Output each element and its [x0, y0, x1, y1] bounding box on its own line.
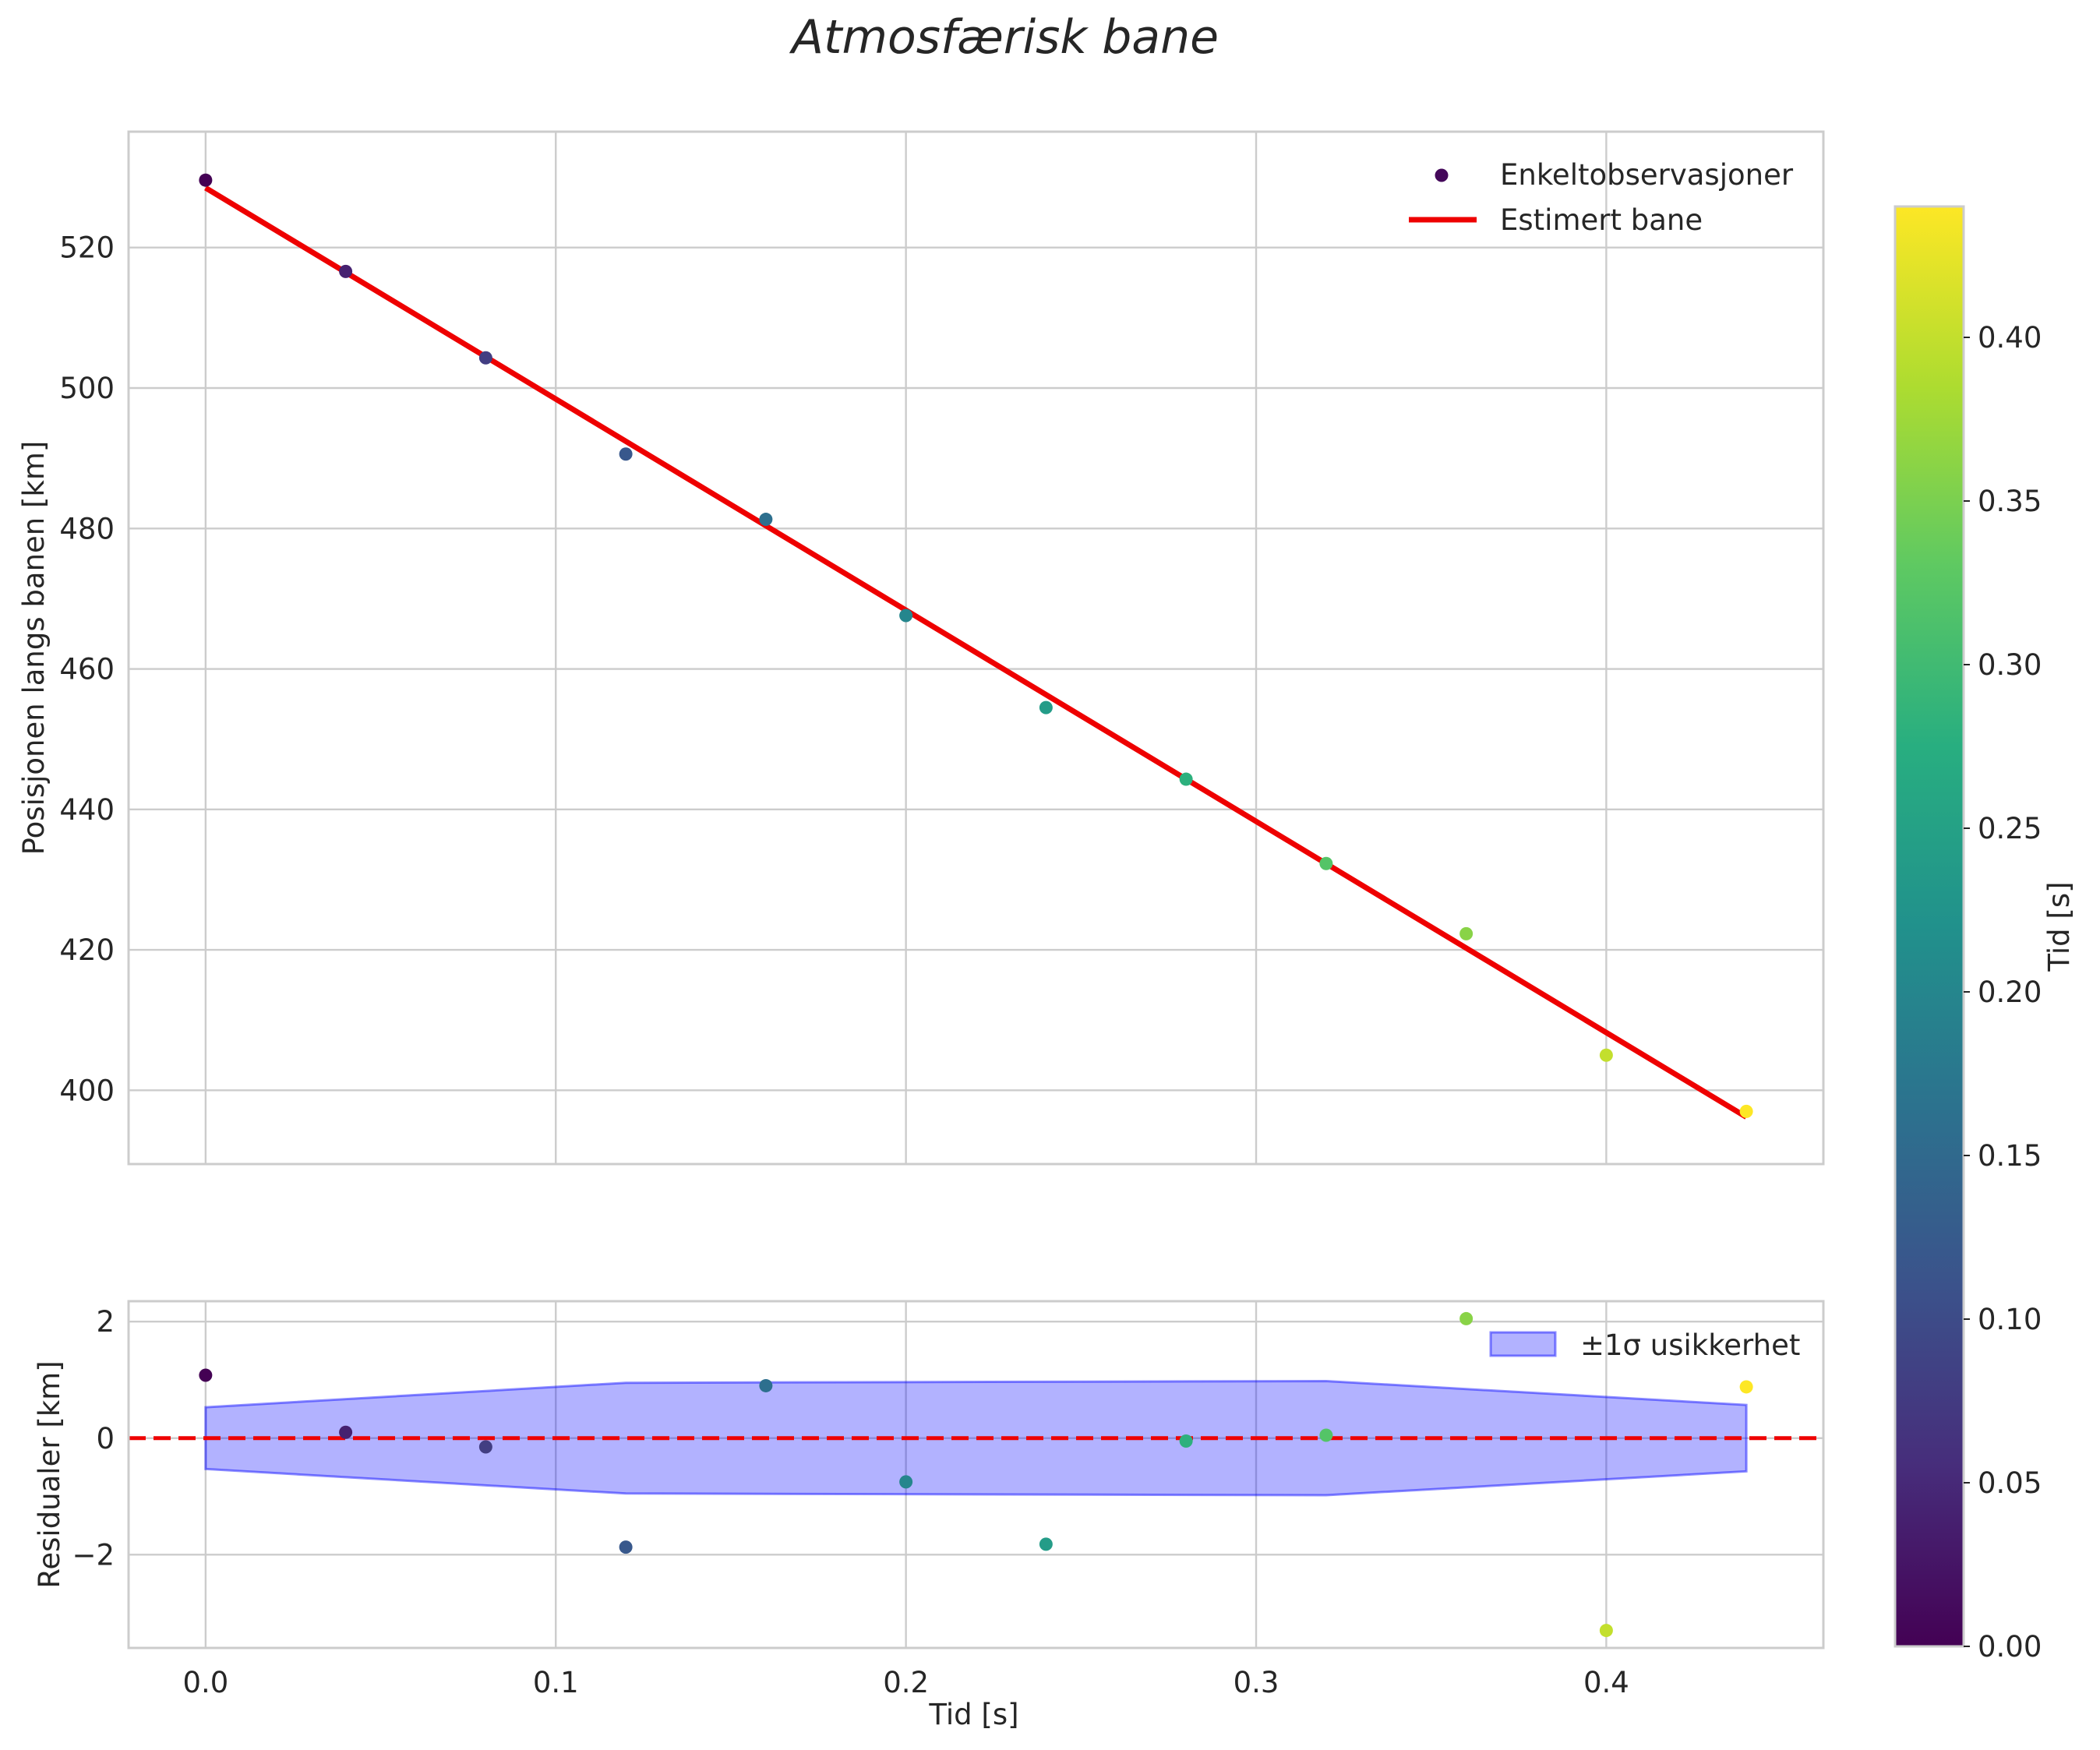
legend-label-band: ±1σ usikkerhet: [1580, 1328, 1800, 1362]
residual-point: [1599, 1624, 1613, 1638]
residual-point: [899, 1475, 913, 1489]
colorbar-tick-label: 0.35: [1978, 485, 2042, 518]
resid-frame: [127, 1300, 1825, 1649]
observation-point: [478, 351, 492, 365]
residual-point: [1319, 1428, 1333, 1442]
main-ytick-label: 420: [59, 933, 115, 967]
resid-ylabel: Residualer [km]: [33, 1360, 66, 1588]
residual-point: [759, 1378, 773, 1392]
colorbar-tick-label: 0.30: [1978, 648, 2042, 682]
resid-legend: ±1σ usikkerhet: [1489, 1328, 1800, 1362]
residual-point: [619, 1540, 633, 1554]
residual-point: [339, 1425, 353, 1439]
main-ytick-label: 440: [59, 793, 115, 827]
resid-xtick-label: 0.1: [533, 1666, 579, 1699]
fit-line-overlay: [206, 188, 1746, 1117]
main-ytick-label: 460: [59, 653, 115, 686]
observation-point: [1599, 1048, 1613, 1062]
main-ytick-label: 400: [59, 1074, 115, 1107]
observation-point: [899, 609, 913, 623]
main-legend: Enkeltobservasjoner Estimert bane: [1409, 158, 1794, 237]
main-ytick-label: 520: [59, 231, 115, 265]
fit-line: [204, 185, 1748, 1120]
colorbar-tick-label: 0.10: [1978, 1303, 2042, 1336]
observation-point: [1319, 856, 1333, 870]
colorbar-gradient: [1894, 205, 1965, 1648]
residual-point: [1179, 1434, 1193, 1448]
legend-label-fit: Estimert bane: [1500, 203, 1703, 237]
legend-swatch-band: [1489, 1331, 1557, 1357]
residual-point: [1459, 1311, 1474, 1325]
observation-point: [339, 264, 353, 278]
colorbar-tick-label: 0.20: [1978, 976, 2042, 1009]
resid-xtick-label: 0.4: [1583, 1666, 1629, 1699]
main-ylabel: Posisjonen langs banen [km]: [17, 441, 51, 856]
residual-point: [478, 1440, 492, 1454]
observation-point: [1739, 1104, 1753, 1118]
main-ytick-label: 480: [59, 512, 115, 545]
observation-point: [1039, 700, 1053, 714]
resid-ytick-label: 2: [96, 1305, 115, 1339]
observation-point: [1179, 772, 1193, 786]
observation-point: [759, 513, 773, 527]
colorbar-tick-label: 0.15: [1978, 1139, 2042, 1173]
resid-xlabel: Tid [s]: [928, 1698, 1018, 1731]
observation-point: [199, 173, 213, 187]
resid-ytick-label: 0: [96, 1422, 115, 1455]
resid-xtick-label: 0.0: [182, 1666, 228, 1699]
uncertainty-band: [204, 1379, 1748, 1497]
colorbar: 0.00 0.05 0.10 0.15 0.20 0.25 0.30 0.35 0.40 Tid …: [1894, 205, 2076, 1664]
main-ytick-label: 500: [59, 372, 115, 405]
colorbar-tick-label: 0.05: [1978, 1466, 2042, 1500]
residual-point: [199, 1368, 213, 1382]
residual-plot: −2 0 2 0.0 0.1 0.2 0.3 0.4 Tid [s] Residualer [km…: [33, 1300, 1825, 1731]
colorbar-tick-label: 0.00: [1978, 1630, 2042, 1664]
resid-xtick-label: 0.2: [883, 1666, 929, 1699]
colorbar-tick-label: 0.40: [1978, 321, 2042, 355]
figure-title: Atmosfærisk bane: [789, 10, 1219, 65]
main-plot: 400 420 440 460 480 500 520 Posisjonen langs ba…: [17, 130, 1825, 1166]
resid-xtick-label: 0.3: [1234, 1666, 1279, 1699]
residual-point: [1039, 1537, 1053, 1551]
colorbar-tick-label: 0.25: [1978, 812, 2042, 845]
main-frame: [127, 130, 1825, 1166]
colorbar-label: Tid [s]: [2042, 881, 2076, 972]
legend-label-observations: Enkeltobservasjoner: [1500, 158, 1794, 192]
observation-point: [619, 447, 633, 461]
legend-marker-observations: [1435, 168, 1449, 182]
residual-point: [1739, 1380, 1753, 1394]
resid-ytick-label: −2: [72, 1538, 115, 1572]
observation-point: [1459, 926, 1474, 940]
